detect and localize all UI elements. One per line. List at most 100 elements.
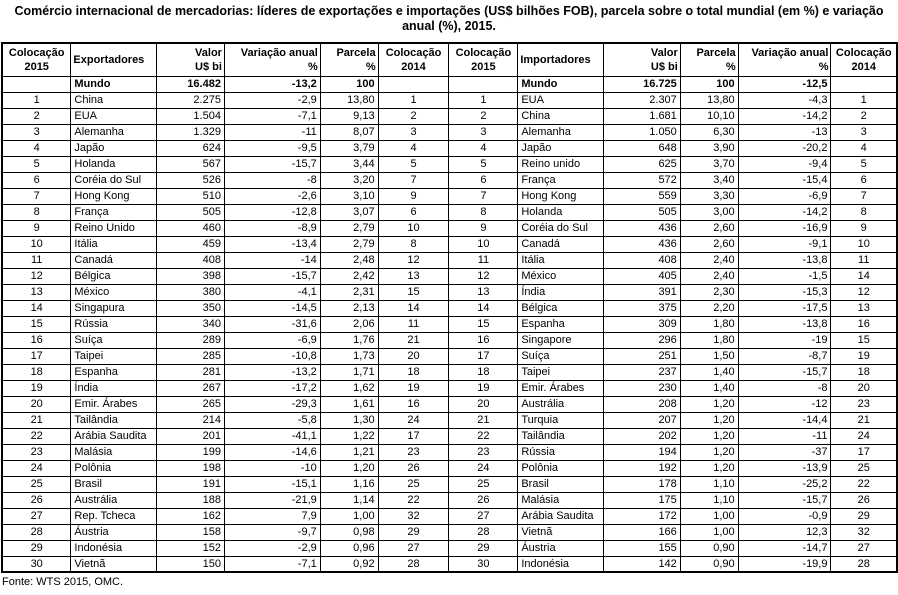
importer-value-cell: 408 [603,251,681,269]
exporter-rank2014-cell: 32 [377,507,450,525]
importer-rank2014-cell: 21 [830,411,898,429]
importer-variation-cell: -13,8 [737,315,832,333]
exporter-value-cell: 1.329 [156,123,225,141]
importer-value-cell: 192 [603,459,681,477]
exporter-share-cell: 8,07 [319,123,379,141]
exporter-variation-cell: -7,1 [223,555,321,573]
exporter-rank2015-cell: 14 [1,299,72,317]
exporter-share-cell: 2,13 [319,299,379,317]
column-header-right-4: Variação anual% [737,42,832,77]
importer-value-cell: 172 [603,507,681,525]
column-header-left-3: Variação anual% [223,42,321,77]
table-row: 12 Bélgica 398 -15,7 2,42 13 12 México 405 2,40 -1… [1,267,898,285]
importer-rank2015-cell: 13 [448,283,519,301]
trade-table: Colocação 2015 Exportadores Valor U$ bi Varia… [1,42,898,573]
table-row: 4 Japão 624 -9,5 3,79 4 4 Japão 648 3,90 -20,2 4 [1,139,898,157]
importer-share-cell: 3,00 [679,203,739,221]
exporter-value-cell: 2.275 [156,91,225,109]
exporter-value-cell: 505 [156,203,225,221]
exporter-rank2014-cell: 16 [377,395,450,413]
importer-value-cell: 251 [603,347,681,365]
importer-name-cell: Singapore [517,331,605,349]
importer-variation-cell: -8,7 [737,347,832,365]
importer-value-cell: 207 [603,411,681,429]
column-header-text: % [365,60,376,73]
column-header-text: U$ bi [650,60,678,73]
column-header-text: % [725,60,736,73]
exporter-rank2015-cell: 27 [1,507,72,525]
importer-variation-cell: -15,3 [737,283,832,301]
exporter-share-cell: 3,07 [319,203,379,221]
exporter-variation-cell: -14 [223,251,321,269]
importer-rank2014-cell: 15 [830,331,898,349]
exporter-rank2015-cell: 17 [1,347,72,365]
importer-rank2014-cell: 32 [830,523,898,541]
exporter-rank2014-cell: 13 [377,267,450,285]
importer-variation-cell: -12 [737,395,832,413]
exporter-share-cell: 0,92 [319,555,379,573]
exporter-variation-cell: -6,9 [223,331,321,349]
exporter-rank2015-cell: 6 [1,171,72,189]
importer-variation-cell: -17,5 [737,299,832,317]
exporter-share-cell: 3,10 [319,187,379,205]
exporter-share-cell: 0,96 [319,539,379,557]
exporter-name-cell: Singapura [70,299,158,317]
exporter-share-cell: 1,00 [319,507,379,525]
table-row: 30 Vietnã 150 -7,1 0,92 28 30 Indonésia 142 0,90-… [1,555,898,573]
importer-name-cell: Indonésia [517,555,605,573]
exporter-variation-cell: -29,3 [223,395,321,413]
importer-variation-cell: -12,5 [737,75,832,93]
table-row: 28 Áustria 158 -9,7 0,98 29 28 Vietnã 166 1,00 12,… [1,523,898,541]
importer-variation-cell: -9,1 [737,235,832,253]
world-row: Mundo 16.482 -13,2 100 Mundo 16.725 100 -12,5 [1,75,898,93]
importer-share-cell: 1,20 [679,443,739,461]
exporter-name-cell: Coréia do Sul [70,171,158,189]
importer-share-cell: 1,40 [679,363,739,381]
importer-rank2014-cell: 13 [830,299,898,317]
exporter-rank2015-cell: 24 [1,459,72,477]
importer-name-cell: EUA [517,91,605,109]
column-header-text: 2014 [401,60,426,73]
exporter-share-cell: 1,22 [319,427,379,445]
importer-variation-cell: -16,9 [737,219,832,237]
exporter-rank2014-cell [377,75,450,93]
importer-value-cell: 375 [603,299,681,317]
exporter-name-cell: Arábia Saudita [70,427,158,445]
table-row: 6 Coréia do Sul 526 -8 3,20 7 6 França 572 3,40 -1… [1,171,898,189]
column-header-text: Valor [195,46,222,59]
importer-rank2015-cell: 24 [448,459,519,477]
exporter-variation-cell: -17,2 [223,379,321,397]
exporter-value-cell: 510 [156,187,225,205]
exporter-share-cell: 2,42 [319,267,379,285]
importer-name-cell: Polônia [517,459,605,477]
importer-value-cell: 175 [603,491,681,509]
importer-share-cell: 1,00 [679,523,739,541]
exporter-name-cell: Reino Unido [70,219,158,237]
exporter-rank2015-cell: 23 [1,443,72,461]
importer-rank2015-cell: 9 [448,219,519,237]
column-header-text: % [307,60,318,73]
importer-variation-cell: -14,2 [737,107,832,125]
exporter-share-cell: 1,16 [319,475,379,493]
exporter-variation-cell: -8,9 [223,219,321,237]
exporter-variation-cell: -11 [223,123,321,141]
importer-rank2015-cell: 21 [448,411,519,429]
column-header-text: 2014 [851,60,876,73]
table-row: 17 Taipei 285 -10,8 1,73 20 17 Suíça 251 1,50 -8,7… [1,347,898,365]
importer-value-cell: 155 [603,539,681,557]
importer-share-cell: 1,20 [679,427,739,445]
importer-name-cell: Canadá [517,235,605,253]
exporter-share-cell: 1,62 [319,379,379,397]
table-row: 7 Hong Kong 510 -2,6 3,10 9 7 Hong Kong 559 3,30-… [1,187,898,205]
exporter-value-cell: 567 [156,155,225,173]
exporter-variation-cell: -9,7 [223,523,321,541]
exporter-name-cell: Polônia [70,459,158,477]
exporter-variation-cell: -21,9 [223,491,321,509]
importer-variation-cell: -9,4 [737,155,832,173]
exporter-variation-cell: -14,5 [223,299,321,317]
exporter-variation-cell: -5,8 [223,411,321,429]
exporter-value-cell: 1.504 [156,107,225,125]
exporter-rank2015-cell: 21 [1,411,72,429]
exporter-name-cell: Tailândia [70,411,158,429]
exporter-variation-cell: -7,1 [223,107,321,125]
